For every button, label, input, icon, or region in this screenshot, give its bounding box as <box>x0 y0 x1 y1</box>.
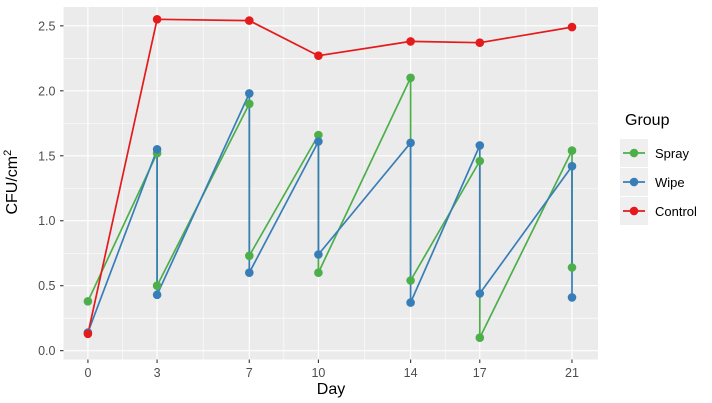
series-points-control <box>83 14 577 339</box>
legend-key-wipe-icon <box>620 168 648 196</box>
legend-item-wipe: Wipe <box>620 168 712 196</box>
y-tick-label: 2.5 <box>38 19 55 33</box>
axis-tick-marks <box>60 25 573 363</box>
x-axis-title: Day <box>316 381 346 398</box>
data-point <box>83 329 93 339</box>
legend: Group Spray Wipe Control <box>620 112 712 226</box>
x-axis-tick-labels: 0 3 7 10 14 17 21 <box>84 366 578 380</box>
legend-item-control: Control <box>620 197 712 225</box>
y-axis-title-exponent: 2 <box>1 149 14 156</box>
data-point <box>245 89 254 98</box>
legend-key-spray-icon <box>620 139 648 167</box>
y-tick-label: 0.0 <box>38 344 55 358</box>
data-point <box>406 73 415 83</box>
y-tick-label: 1.5 <box>38 149 55 163</box>
minor-gridlines <box>63 7 598 360</box>
data-point <box>567 293 577 302</box>
data-point <box>245 16 254 25</box>
x-tick-label: 10 <box>311 366 325 380</box>
data-point <box>152 281 162 291</box>
x-tick-label: 3 <box>154 366 161 380</box>
data-point <box>314 250 323 259</box>
data-point <box>152 290 162 300</box>
data-point <box>406 138 415 148</box>
data-point <box>406 37 415 46</box>
data-point <box>567 161 577 171</box>
x-tick-label: 17 <box>473 366 487 380</box>
x-tick-label: 7 <box>246 366 253 380</box>
legend-item-label: Spray <box>655 145 689 161</box>
data-point <box>475 141 485 150</box>
y-axis-tick-labels: 0.0 0.5 1.0 1.5 2.0 2.5 <box>38 19 55 358</box>
data-point <box>406 276 415 285</box>
data-point <box>567 146 577 155</box>
data-point <box>314 268 323 278</box>
y-axis-title-text: CFU/cm <box>4 155 22 215</box>
y-tick-label: 2.0 <box>38 84 55 98</box>
data-point <box>314 130 323 140</box>
data-point <box>245 268 254 278</box>
plot-panel <box>63 7 598 360</box>
y-tick-label: 1.0 <box>38 214 55 228</box>
data-point <box>475 333 485 343</box>
data-point <box>475 38 485 47</box>
data-point <box>567 22 577 32</box>
x-tick-label: 21 <box>565 366 579 380</box>
legend-item-spray: Spray <box>620 139 712 167</box>
x-tick-label: 14 <box>404 366 418 380</box>
data-point <box>406 298 415 307</box>
legend-item-label: Control <box>655 203 697 219</box>
data-point <box>475 289 485 298</box>
x-tick-label: 0 <box>84 366 91 380</box>
data-point <box>245 99 254 109</box>
data-point <box>152 145 162 154</box>
data-point <box>314 137 323 146</box>
series-points <box>83 14 577 343</box>
legend-title: Group <box>625 112 670 129</box>
data-point <box>152 14 162 24</box>
legend-item-label: Wipe <box>655 174 685 190</box>
data-point <box>475 156 485 166</box>
data-point <box>245 251 254 261</box>
data-point <box>83 297 93 306</box>
data-point <box>314 51 323 60</box>
data-point <box>567 263 577 272</box>
legend-items: Spray Wipe Control <box>620 139 712 225</box>
legend-key-control-icon <box>620 197 648 225</box>
y-axis-title: CFU/cm2 <box>2 112 22 252</box>
y-tick-label: 0.5 <box>38 279 55 293</box>
